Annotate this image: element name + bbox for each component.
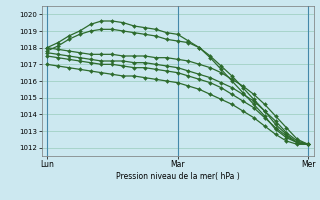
X-axis label: Pression niveau de la mer( hPa ): Pression niveau de la mer( hPa ) <box>116 172 239 181</box>
